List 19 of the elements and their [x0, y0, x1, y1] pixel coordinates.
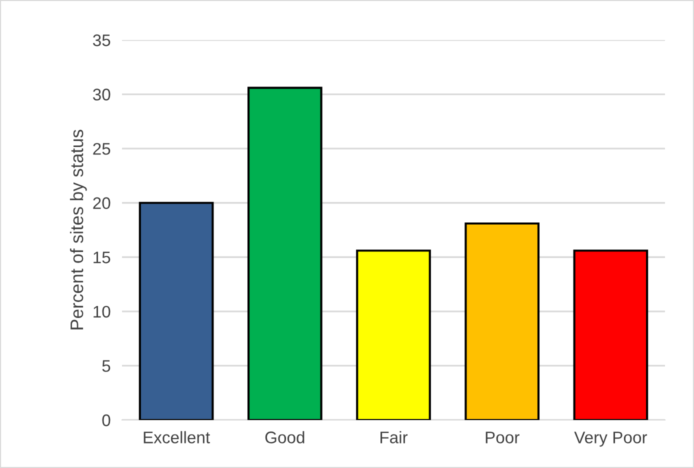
y-tick-label: 30: [92, 88, 110, 100]
y-tick-label: 15: [94, 252, 110, 264]
y-tick-label: 10: [94, 306, 110, 318]
x-tick-label: Fair: [380, 431, 408, 444]
y-tick-label: 0: [102, 414, 110, 426]
x-tick-label: Good: [265, 431, 304, 444]
y-tick-label: 5: [102, 360, 110, 372]
bar: [356, 250, 431, 420]
bar: [464, 222, 540, 420]
bar: [573, 250, 648, 420]
y-tick-label: 25: [93, 142, 110, 155]
y-axis-title: Percent of sites by status: [70, 130, 87, 330]
x-tick-label: Excellent: [144, 431, 210, 444]
x-tick-label: Very Poor: [574, 432, 648, 447]
bar: [138, 202, 214, 420]
y-tick-label: 35: [92, 34, 110, 46]
bar: [247, 86, 322, 420]
y-tick-label: 20: [93, 197, 110, 210]
x-tick-label: Poor: [486, 432, 520, 444]
